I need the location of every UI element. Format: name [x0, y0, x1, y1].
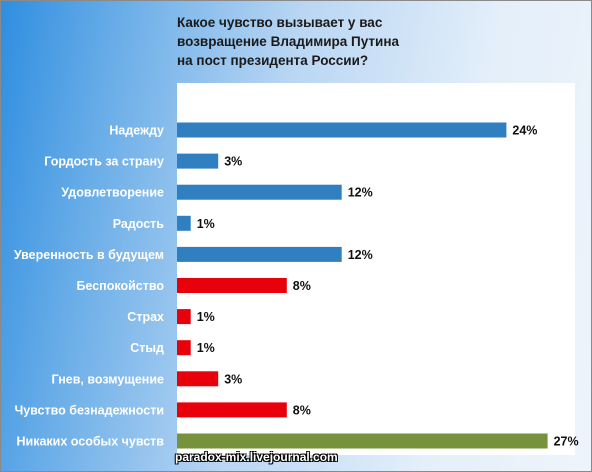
- bar-4: [177, 246, 342, 262]
- category-label-3: Радость: [113, 217, 165, 231]
- bar-0: [177, 122, 507, 138]
- category-label-7: Стыд: [130, 341, 164, 355]
- value-label-3: 1%: [197, 217, 215, 231]
- value-label-8: 3%: [224, 372, 242, 386]
- value-label-5: 8%: [293, 279, 311, 293]
- bar-2: [177, 184, 342, 200]
- bar-6: [177, 309, 191, 325]
- value-label-1: 3%: [224, 155, 242, 169]
- category-label-5: Беспокойство: [76, 279, 164, 293]
- value-label-9: 8%: [293, 403, 311, 417]
- value-label-10: 27%: [554, 435, 579, 449]
- bar-10: [177, 433, 548, 449]
- category-label-8: Гнев, возмущение: [51, 372, 164, 386]
- bar-8: [177, 371, 219, 387]
- bar-7: [177, 340, 191, 356]
- category-label-1: Гордость за страну: [44, 155, 164, 169]
- value-label-7: 1%: [197, 341, 215, 355]
- category-label-6: Страх: [127, 310, 164, 324]
- bar-5: [177, 278, 287, 293]
- category-label-0: Надежду: [109, 124, 164, 138]
- category-label-9: Чувство безнадежности: [14, 403, 164, 417]
- bar-1: [177, 153, 219, 169]
- plot-area: [177, 83, 575, 455]
- chart-title-line-2: возвращение Владимира Путина: [177, 34, 400, 49]
- watermark: paradox-mix.livejournal.com: [175, 450, 338, 464]
- category-label-4: Уверенность в будущем: [14, 248, 164, 262]
- value-label-6: 1%: [197, 310, 215, 324]
- chart-title: Какое чувство вызывает у вас возвращение…: [177, 13, 477, 70]
- chart-title-line-1: Какое чувство вызывает у вас: [177, 15, 383, 30]
- value-label-2: 12%: [348, 186, 373, 200]
- value-label-4: 12%: [348, 248, 373, 262]
- value-label-0: 24%: [512, 124, 537, 138]
- bar-9: [177, 402, 287, 418]
- category-label-2: Удовлетворение: [61, 186, 164, 200]
- chart-title-line-3: на пост президента России?: [177, 53, 369, 68]
- bar-3: [177, 215, 191, 231]
- category-label-10: Никаких особых чувств: [16, 435, 164, 449]
